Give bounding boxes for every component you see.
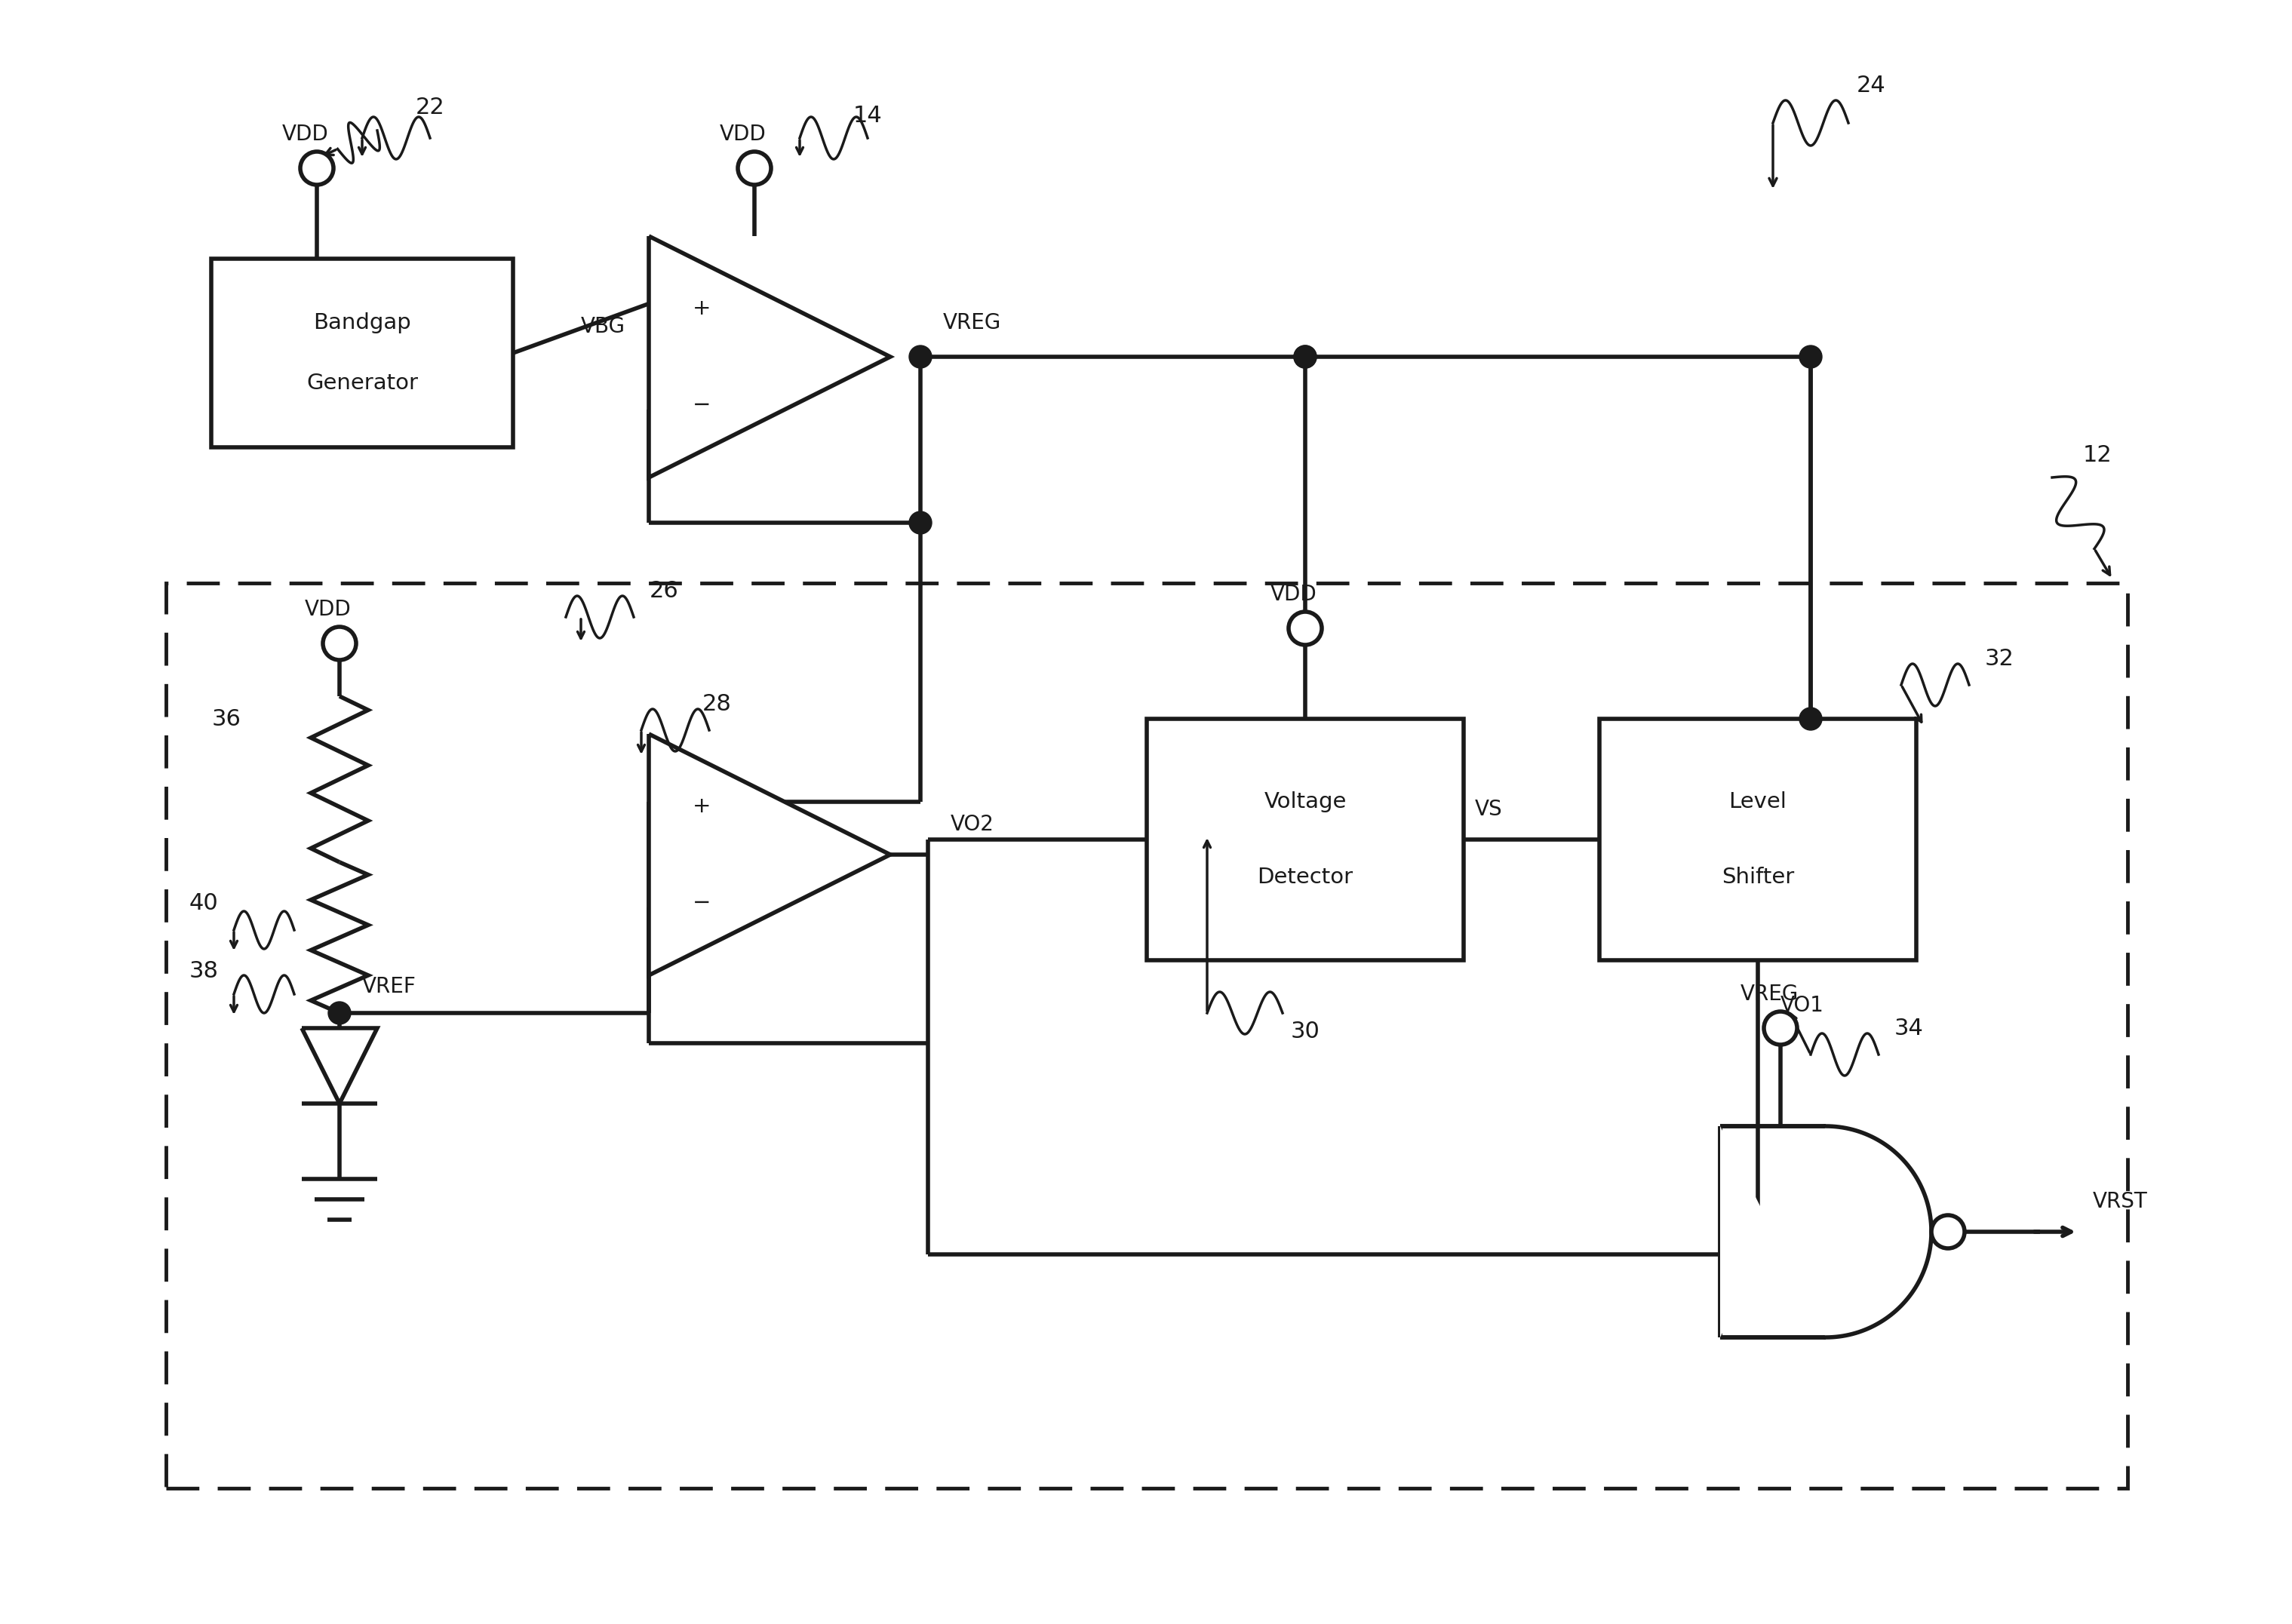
Text: VS: VS: [1476, 799, 1504, 820]
Text: Detector: Detector: [1258, 867, 1352, 888]
Text: VO1: VO1: [1781, 996, 1824, 1017]
Circle shape: [1295, 346, 1316, 369]
Text: VO2: VO2: [951, 814, 995, 835]
Circle shape: [1288, 612, 1322, 645]
Text: 36: 36: [211, 708, 241, 729]
Circle shape: [1799, 708, 1822, 731]
Circle shape: [1295, 346, 1316, 369]
Text: 32: 32: [1985, 648, 2015, 669]
Text: −: −: [692, 395, 711, 416]
Text: 24: 24: [1857, 75, 1886, 96]
Text: −: −: [692, 892, 711, 913]
Bar: [211, 258, 513, 447]
Circle shape: [910, 512, 933, 534]
Text: 38: 38: [188, 961, 218, 983]
Text: Shifter: Shifter: [1721, 867, 1795, 888]
Text: VREG: VREG: [1740, 984, 1799, 1005]
Text: VREG: VREG: [942, 312, 1002, 333]
Circle shape: [738, 151, 770, 185]
Text: +: +: [692, 297, 711, 318]
Text: +: +: [692, 796, 711, 817]
Bar: [1600, 719, 1916, 960]
Circle shape: [328, 1002, 351, 1025]
Text: VDD: VDD: [1270, 583, 1318, 606]
Text: Level: Level: [1728, 791, 1788, 812]
Circle shape: [1765, 1012, 1797, 1044]
Text: Bandgap: Bandgap: [314, 312, 410, 333]
Circle shape: [910, 346, 933, 369]
Polygon shape: [303, 1028, 378, 1104]
Text: 30: 30: [1290, 1021, 1320, 1043]
Bar: [1146, 719, 1465, 960]
Bar: [165, 583, 2127, 1488]
Text: Voltage: Voltage: [1263, 791, 1345, 812]
Polygon shape: [649, 734, 889, 976]
Text: VDD: VDD: [305, 599, 351, 620]
Text: VDD: VDD: [282, 123, 328, 145]
Text: VRST: VRST: [2093, 1190, 2148, 1212]
Text: 28: 28: [701, 693, 731, 715]
Text: 22: 22: [415, 97, 445, 119]
Text: 14: 14: [853, 104, 882, 127]
Text: Generator: Generator: [307, 372, 417, 393]
Polygon shape: [1719, 1125, 1932, 1338]
Text: 40: 40: [188, 893, 218, 914]
Circle shape: [1799, 346, 1822, 369]
Text: VREF: VREF: [362, 976, 417, 997]
Text: 26: 26: [649, 580, 678, 601]
Text: 34: 34: [1893, 1017, 1923, 1039]
Circle shape: [323, 627, 355, 659]
Text: 12: 12: [2083, 443, 2111, 466]
Circle shape: [300, 151, 332, 185]
Text: VDD: VDD: [720, 123, 766, 145]
Text: VBG: VBG: [580, 317, 626, 338]
Circle shape: [1932, 1215, 1964, 1249]
Polygon shape: [649, 235, 889, 477]
